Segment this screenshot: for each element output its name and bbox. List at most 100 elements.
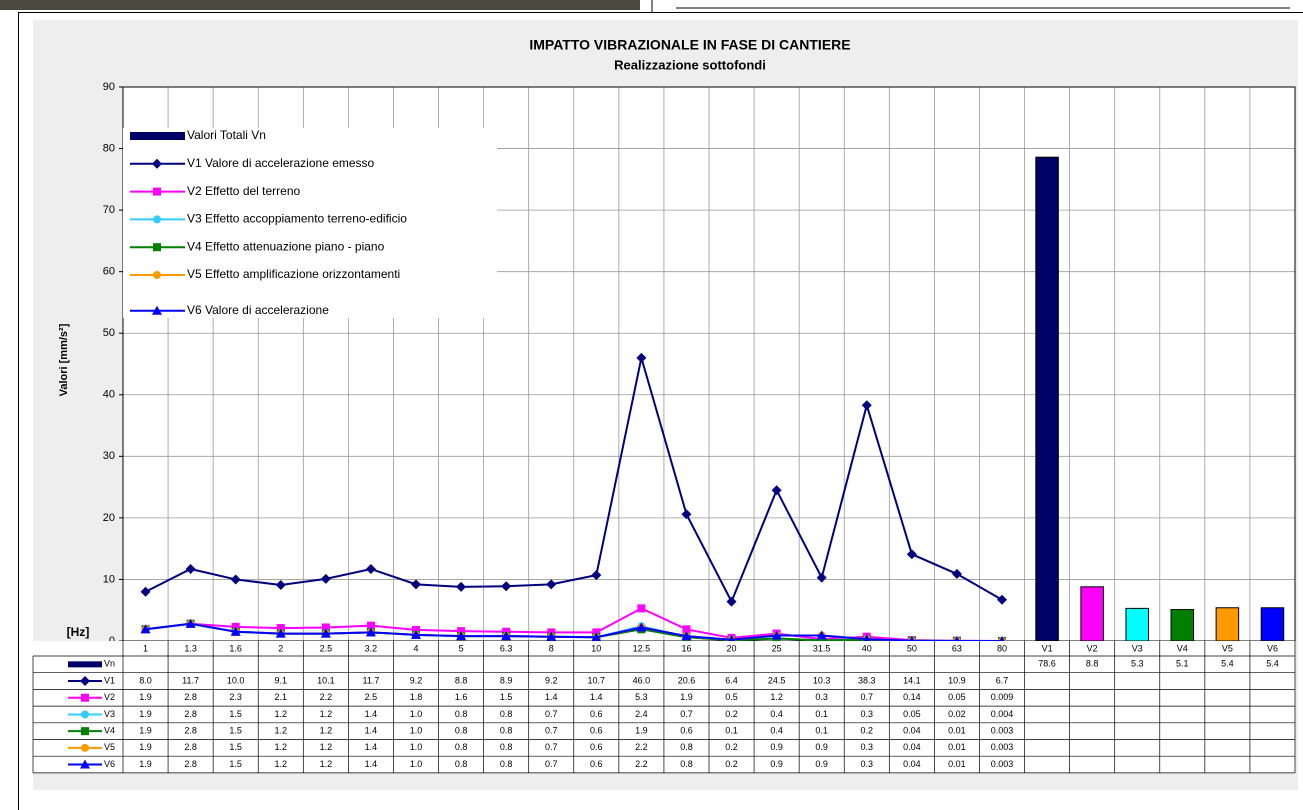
table-cell: 1.5 [229, 709, 242, 719]
marker [185, 618, 196, 628]
marker [501, 631, 512, 641]
table-cell: 10.9 [948, 675, 966, 685]
marker [320, 573, 331, 584]
x-tick-label: 1.3 [184, 643, 197, 653]
x-tick-label: 31.5 [813, 643, 831, 653]
table-cell: 0.7 [545, 759, 558, 769]
table-cell: 0.3 [861, 709, 874, 719]
table-cell: 2.2 [635, 742, 648, 752]
x-tick-label: 20 [727, 643, 737, 653]
table-cell: 0.2 [861, 726, 874, 736]
table-cell: 1.5 [229, 742, 242, 752]
table-cell: 1.5 [229, 726, 242, 736]
row-label: V3 [104, 709, 115, 719]
table-cell: 38.3 [858, 675, 876, 685]
x-tick-label: 2 [278, 643, 283, 653]
bar [1035, 156, 1059, 642]
table-cell: 9.1 [275, 675, 288, 685]
row-label: Vn [104, 659, 115, 669]
table-cell: 0.01 [948, 726, 966, 736]
table-cell: 10.1 [317, 675, 335, 685]
x-tick-label: 3.2 [365, 643, 378, 653]
table-cell: 46.0 [633, 675, 651, 685]
y-tick-label: 30 [103, 450, 115, 462]
table-cell: 0.8 [500, 742, 513, 752]
marker [906, 549, 917, 560]
table-cell: 0.6 [680, 726, 693, 736]
marker [637, 604, 646, 613]
marker [81, 743, 89, 752]
table-cell: 1.9 [139, 709, 152, 719]
table-cell: 0.004 [991, 709, 1014, 719]
marker [411, 629, 421, 639]
table-cell: 0.003 [991, 742, 1014, 752]
marker [861, 634, 872, 644]
table-cell: 0.6 [590, 709, 603, 719]
table-cell: 2.8 [184, 709, 197, 719]
table-cell: 5.3 [1131, 659, 1144, 669]
marker [230, 574, 241, 585]
table-cell: 0.6 [590, 742, 603, 752]
x-tick-label: 40 [862, 643, 872, 653]
table-cell: 1.2 [320, 726, 333, 736]
legend-label: Valori Totali Vn [187, 128, 266, 142]
table-cell: 0.05 [948, 692, 966, 702]
marker [275, 628, 286, 638]
marker [275, 579, 286, 590]
bar [1215, 607, 1240, 642]
table-cell: 24.5 [768, 675, 786, 685]
table-cell: 1.9 [139, 759, 152, 769]
table-cell: 0.04 [903, 726, 921, 736]
table-cell: 10.3 [813, 675, 831, 685]
table-cell: 0.6 [590, 759, 603, 769]
bar [1125, 607, 1150, 642]
table-cell: 0.7 [680, 709, 693, 719]
marker [411, 579, 421, 590]
table-cell: 2.1 [275, 692, 288, 702]
table-cell: 0.8 [455, 742, 468, 752]
table-cell: 1.2 [320, 709, 333, 719]
table-cell: 0.8 [455, 709, 468, 719]
marker [81, 693, 89, 702]
table-cell: 0.1 [725, 726, 738, 736]
marker [81, 727, 89, 736]
table-cell: 0.8 [455, 759, 468, 769]
table-cell: 0.2 [725, 742, 738, 752]
y-tick-label: 60 [103, 266, 115, 278]
table-cell: 1.4 [365, 726, 378, 736]
x-tick-label: V5 [1222, 643, 1233, 653]
table-cell: 1.4 [365, 742, 378, 752]
table-cell: 2.3 [229, 692, 242, 702]
table-cell: 1.4 [545, 692, 558, 702]
row-label: V6 [104, 759, 115, 769]
y-tick-label: 20 [103, 512, 115, 524]
table-cell: 8.9 [500, 675, 513, 685]
table-cell: 1.2 [320, 759, 333, 769]
marker [861, 400, 872, 411]
table-cell: 5.4 [1266, 659, 1279, 669]
table-cell: 0.3 [815, 692, 828, 702]
chart-subtitle: Realizzazione sottofondi [614, 57, 766, 72]
x-tick-label: V3 [1132, 643, 1143, 653]
x-tick-label: V2 [1087, 643, 1098, 653]
table-cell: 0.9 [815, 742, 828, 752]
y-tick-label: 50 [103, 327, 115, 339]
series-line [145, 357, 1003, 604]
table-cell: 1.6 [455, 692, 468, 702]
marker [456, 631, 467, 641]
table-cell: 0.7 [545, 726, 558, 736]
table-cell: 8.8 [1086, 659, 1099, 669]
table-cell: 20.6 [678, 675, 696, 685]
marker [816, 630, 827, 640]
table-cell: 2.4 [635, 709, 648, 719]
legend-label: V4 Effetto attenuazione piano - piano [187, 239, 385, 253]
table-cell: 0.01 [948, 759, 966, 769]
table-cell: 9.2 [545, 675, 558, 685]
table-cell: 0.3 [861, 759, 874, 769]
marker [365, 627, 376, 637]
marker [153, 215, 161, 224]
x-tick-label: 10 [591, 643, 601, 653]
x-tick-label: 25 [772, 643, 782, 653]
